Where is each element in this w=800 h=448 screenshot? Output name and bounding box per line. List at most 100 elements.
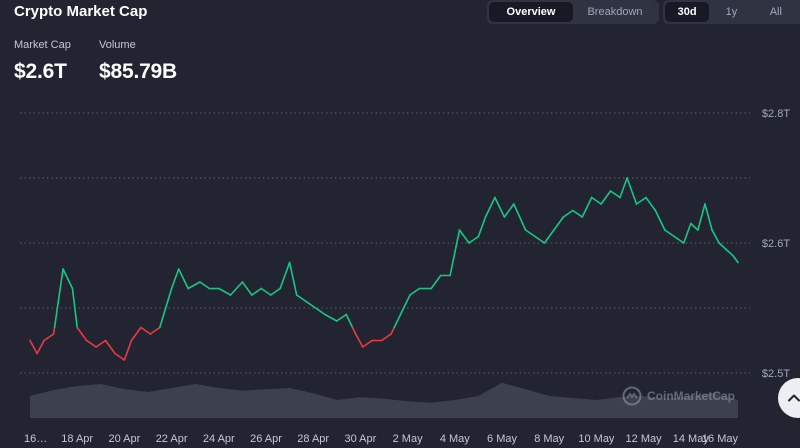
scroll-to-top-button[interactable]: [778, 378, 800, 418]
x-tick-label: 30 Apr: [344, 433, 376, 445]
volume-value: $85.79B: [99, 60, 177, 83]
range-all-button[interactable]: All: [769, 6, 782, 18]
coinmarketcap-logo-icon: [622, 386, 642, 406]
price-line-segment: [335, 313, 348, 322]
price-line-segment: [645, 196, 657, 212]
x-tick-label: 26 Apr: [250, 433, 282, 445]
price-line-segment: [590, 196, 602, 205]
y-tick-label: $2.8T: [762, 108, 790, 120]
price-line-segment: [71, 287, 78, 329]
price-line-segment: [553, 216, 565, 231]
price-line-segment: [36, 339, 45, 355]
watermark-text: CoinMarketCap: [647, 389, 736, 403]
price-line-segment: [95, 339, 107, 348]
price-line-segment: [503, 203, 515, 218]
price-line-segment: [571, 209, 584, 218]
x-tick-label: 22 Apr: [156, 433, 188, 445]
price-line-segment: [689, 222, 699, 231]
price-line-segment: [130, 326, 142, 342]
price-line-segment: [269, 287, 281, 296]
price-line-segment: [619, 177, 628, 199]
price-line-segment: [76, 326, 88, 342]
market-cap-label: Market Cap: [14, 39, 71, 51]
price-line-segment: [251, 287, 263, 296]
price-line-segment: [430, 274, 442, 290]
x-tick-label: 4 May: [440, 433, 470, 445]
price-line-segment: [288, 261, 298, 296]
tab-breakdown[interactable]: Breakdown: [587, 6, 643, 18]
price-line-segment: [218, 287, 232, 296]
volume-stat: Volume $85.79B: [99, 39, 177, 84]
price-line-segment: [324, 313, 338, 322]
y-tick-label: $2.6T: [762, 238, 790, 250]
price-line-segment: [361, 339, 374, 348]
price-line-segment: [199, 281, 211, 290]
price-line-segment: [494, 196, 506, 218]
tab-overview[interactable]: Overview: [489, 2, 573, 22]
price-line-segment: [149, 326, 161, 335]
price-line-segment: [449, 229, 461, 277]
x-tick-label: 14 May: [673, 433, 710, 445]
volume-label: Volume: [99, 39, 136, 51]
x-tick-label: 24 Apr: [203, 433, 235, 445]
price-line-segment: [53, 268, 64, 329]
x-tick-label: 10 May: [578, 433, 615, 445]
price-line-segment: [104, 339, 116, 355]
price-line-segment: [390, 326, 396, 335]
price-line-segment: [393, 313, 402, 329]
y-tick-label: $2.5T: [762, 368, 790, 380]
price-line-segment: [399, 294, 411, 316]
price-line-segment: [279, 261, 291, 290]
price-line-segment: [654, 209, 666, 231]
page-title: Crypto Market Cap: [14, 3, 148, 20]
price-line-segment: [43, 333, 55, 342]
watermark: CoinMarketCap: [622, 386, 735, 406]
view-toggle: Overview Breakdown: [487, 0, 659, 24]
x-tick-label: 18 Apr: [61, 433, 93, 445]
price-line-segment: [704, 203, 713, 231]
price-line-segment: [260, 287, 272, 296]
price-line-segment: [354, 333, 364, 348]
price-line-segment: [62, 268, 74, 290]
price-line-segment: [673, 235, 685, 244]
price-line-segment: [409, 287, 421, 296]
price-line-segment: [123, 339, 133, 361]
price-line-segment: [682, 222, 692, 244]
price-line-segment: [718, 242, 728, 251]
chevron-up-icon: [788, 394, 800, 402]
price-line-segment: [114, 352, 126, 361]
price-line-segment: [52, 326, 56, 335]
price-line-segment: [600, 190, 612, 205]
market-cap-value: $2.6T: [14, 60, 67, 83]
price-line-segment: [635, 196, 647, 205]
price-line-segment: [664, 229, 676, 238]
price-line-segment: [534, 235, 546, 244]
price-line-segment: [29, 339, 38, 355]
range-30d-button[interactable]: 30d: [665, 2, 710, 22]
price-line-segment: [477, 216, 487, 238]
x-tick-label: 16 May: [702, 433, 739, 445]
price-line-segment: [351, 326, 357, 335]
price-line-segment: [609, 190, 621, 199]
price-line-segment: [732, 255, 739, 264]
price-line-segment: [170, 268, 180, 290]
price-line-segment: [229, 281, 244, 296]
range-toggle: 30d 1y All: [663, 0, 800, 24]
range-1y-button[interactable]: 1y: [725, 6, 738, 18]
price-line-segment: [543, 229, 555, 244]
price-line-segment: [484, 196, 496, 218]
price-line-segment: [626, 177, 638, 205]
x-tick-label: 6 May: [487, 433, 517, 445]
price-line-segment: [140, 326, 152, 335]
price-line-segment: [581, 196, 593, 218]
x-tick-label: 12 May: [626, 433, 663, 445]
x-tick-label: 20 Apr: [108, 433, 140, 445]
price-line-segment: [187, 281, 201, 290]
price-line-segment: [295, 294, 307, 303]
price-line-segment: [345, 313, 354, 329]
price-line-segment: [241, 281, 253, 296]
price-line-segment: [725, 248, 735, 257]
x-tick-label: 28 Apr: [297, 433, 329, 445]
price-line-segment: [85, 339, 97, 348]
